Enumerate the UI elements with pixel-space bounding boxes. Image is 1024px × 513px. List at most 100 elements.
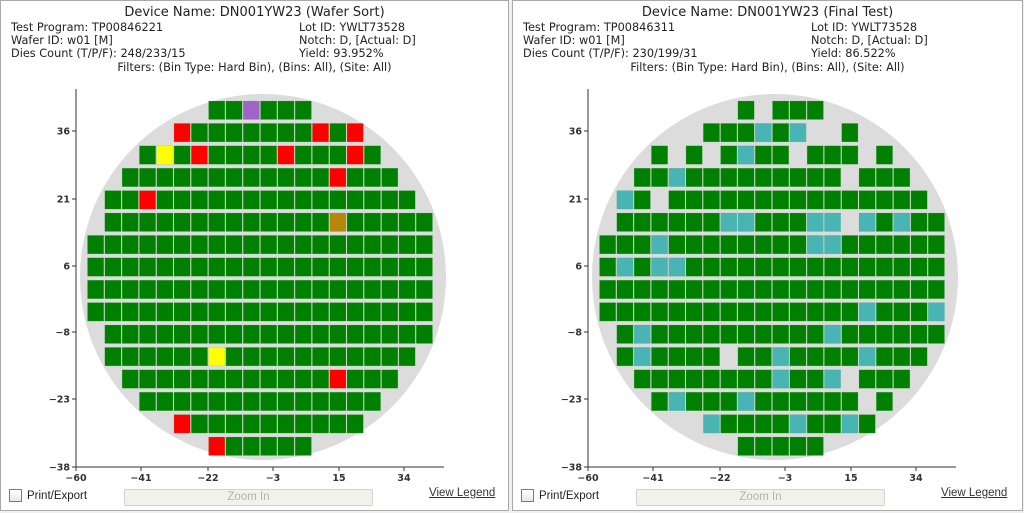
die-pass[interactable] (173, 235, 191, 255)
die-pass[interactable] (260, 414, 277, 434)
die-pass[interactable] (260, 436, 277, 456)
die-fail[interactable] (772, 369, 789, 389)
die-pass[interactable] (789, 190, 807, 210)
die-pass[interactable] (685, 167, 703, 187)
die-pass[interactable] (806, 190, 824, 210)
die-pass[interactable] (599, 280, 616, 299)
die-pass[interactable] (173, 212, 191, 232)
die-pass[interactable] (260, 257, 277, 277)
die-fail[interactable] (139, 190, 156, 210)
die-pass[interactable] (876, 190, 893, 210)
die-pass[interactable] (208, 369, 226, 389)
die-fail[interactable] (789, 414, 807, 434)
die-pass[interactable] (329, 392, 347, 411)
die-pass[interactable] (720, 392, 738, 411)
die-pass[interactable] (703, 235, 720, 255)
die-pass[interactable] (720, 369, 738, 389)
die-fail[interactable] (841, 414, 859, 434)
die-pass[interactable] (772, 145, 789, 165)
die-pass[interactable] (208, 414, 226, 434)
die-pass[interactable] (772, 235, 789, 255)
die-pass[interactable] (242, 145, 260, 165)
die-pass[interactable] (806, 167, 824, 187)
die-pass[interactable] (841, 392, 859, 411)
die-pass[interactable] (398, 212, 416, 232)
die-pass[interactable] (720, 235, 738, 255)
die-pass[interactable] (294, 145, 312, 165)
die-pass[interactable] (381, 235, 399, 255)
die-pass[interactable] (754, 280, 772, 299)
die-fail[interactable] (737, 392, 755, 411)
die-pass[interactable] (685, 324, 703, 344)
die-pass[interactable] (737, 302, 755, 322)
die-pass[interactable] (242, 414, 260, 434)
die-pass[interactable] (772, 100, 789, 120)
die-pass[interactable] (312, 369, 329, 389)
die-fail[interactable] (208, 347, 226, 367)
die-pass[interactable] (156, 324, 174, 344)
die-pass[interactable] (139, 347, 156, 367)
die-pass[interactable] (668, 324, 686, 344)
die-pass[interactable] (191, 280, 208, 299)
die-pass[interactable] (398, 302, 416, 322)
die-fail[interactable] (346, 145, 364, 165)
die-pass[interactable] (294, 123, 312, 143)
die-pass[interactable] (789, 392, 807, 411)
die-pass[interactable] (312, 392, 329, 411)
die-pass[interactable] (173, 190, 191, 210)
die-pass[interactable] (225, 324, 243, 344)
die-pass[interactable] (893, 190, 911, 210)
die-fail[interactable] (858, 212, 876, 232)
die-pass[interactable] (208, 257, 226, 277)
die-pass[interactable] (599, 257, 616, 277)
die-pass[interactable] (242, 123, 260, 143)
die-pass[interactable] (668, 302, 686, 322)
die-pass[interactable] (156, 190, 174, 210)
die-pass[interactable] (191, 414, 208, 434)
die-pass[interactable] (121, 257, 139, 277)
die-fail[interactable] (616, 190, 634, 210)
die-pass[interactable] (737, 414, 755, 434)
die-pass[interactable] (685, 145, 703, 165)
die-pass[interactable] (685, 190, 703, 210)
die-pass[interactable] (242, 212, 260, 232)
die-fail[interactable] (754, 123, 772, 143)
die-pass[interactable] (416, 257, 433, 277)
die-pass[interactable] (685, 257, 703, 277)
die-pass[interactable] (841, 145, 859, 165)
die-pass[interactable] (208, 235, 226, 255)
die-pass[interactable] (156, 369, 174, 389)
die-pass[interactable] (910, 235, 928, 255)
die-fail[interactable] (893, 212, 911, 232)
die-pass[interactable] (806, 436, 824, 456)
die-pass[interactable] (121, 212, 139, 232)
die-pass[interactable] (703, 212, 720, 232)
die-pass[interactable] (208, 100, 226, 120)
die-pass[interactable] (260, 123, 277, 143)
die-pass[interactable] (772, 190, 789, 210)
die-pass[interactable] (754, 414, 772, 434)
die-pass[interactable] (364, 257, 381, 277)
die-pass[interactable] (260, 369, 277, 389)
die-pass[interactable] (754, 347, 772, 367)
die-fail[interactable] (173, 123, 191, 143)
die-pass[interactable] (294, 302, 312, 322)
die-pass[interactable] (139, 257, 156, 277)
die-pass[interactable] (772, 392, 789, 411)
die-pass[interactable] (668, 369, 686, 389)
die-pass[interactable] (191, 392, 208, 411)
die-pass[interactable] (329, 123, 347, 143)
die-pass[interactable] (398, 347, 416, 367)
die-pass[interactable] (910, 190, 928, 210)
die-pass[interactable] (651, 302, 668, 322)
die-fail[interactable] (208, 436, 226, 456)
die-pass[interactable] (277, 414, 295, 434)
die-pass[interactable] (703, 369, 720, 389)
die-pass[interactable] (156, 302, 174, 322)
die-pass[interactable] (720, 257, 738, 277)
die-pass[interactable] (789, 302, 807, 322)
die-pass[interactable] (754, 257, 772, 277)
die-pass[interactable] (312, 347, 329, 367)
die-pass[interactable] (398, 257, 416, 277)
die-pass[interactable] (928, 257, 945, 277)
